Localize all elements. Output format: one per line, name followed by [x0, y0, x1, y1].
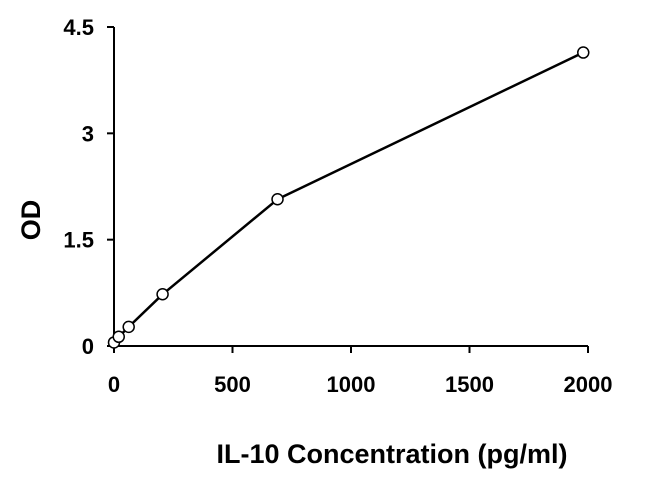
data-point [271, 193, 284, 206]
data-point [156, 288, 169, 301]
x-tick-label: 1000 [327, 372, 376, 397]
y-axis-title: OD [16, 200, 46, 241]
data-point [577, 46, 590, 59]
series [107, 46, 590, 349]
y-tick-labels: 0 1.5 3 4.5 [63, 15, 94, 359]
y-tick-label: 0 [82, 334, 94, 359]
x-tick-label: 0 [108, 372, 120, 397]
x-tick-label: 500 [214, 372, 251, 397]
x-tick-labels: 0 500 1000 1500 2000 [108, 372, 613, 397]
y-tick-label: 4.5 [63, 15, 94, 40]
data-point [112, 330, 125, 344]
y-tick-label: 3 [82, 121, 94, 146]
tick-marks [107, 26, 589, 353]
y-tick-label: 1.5 [63, 228, 94, 253]
x-axis-title: IL-10 Concentration (pg/ml) [217, 439, 568, 469]
data-point [122, 320, 135, 334]
x-tick-label: 2000 [564, 372, 613, 397]
series-line [113, 51, 584, 344]
x-tick-label: 1500 [445, 372, 494, 397]
axes [113, 27, 588, 347]
